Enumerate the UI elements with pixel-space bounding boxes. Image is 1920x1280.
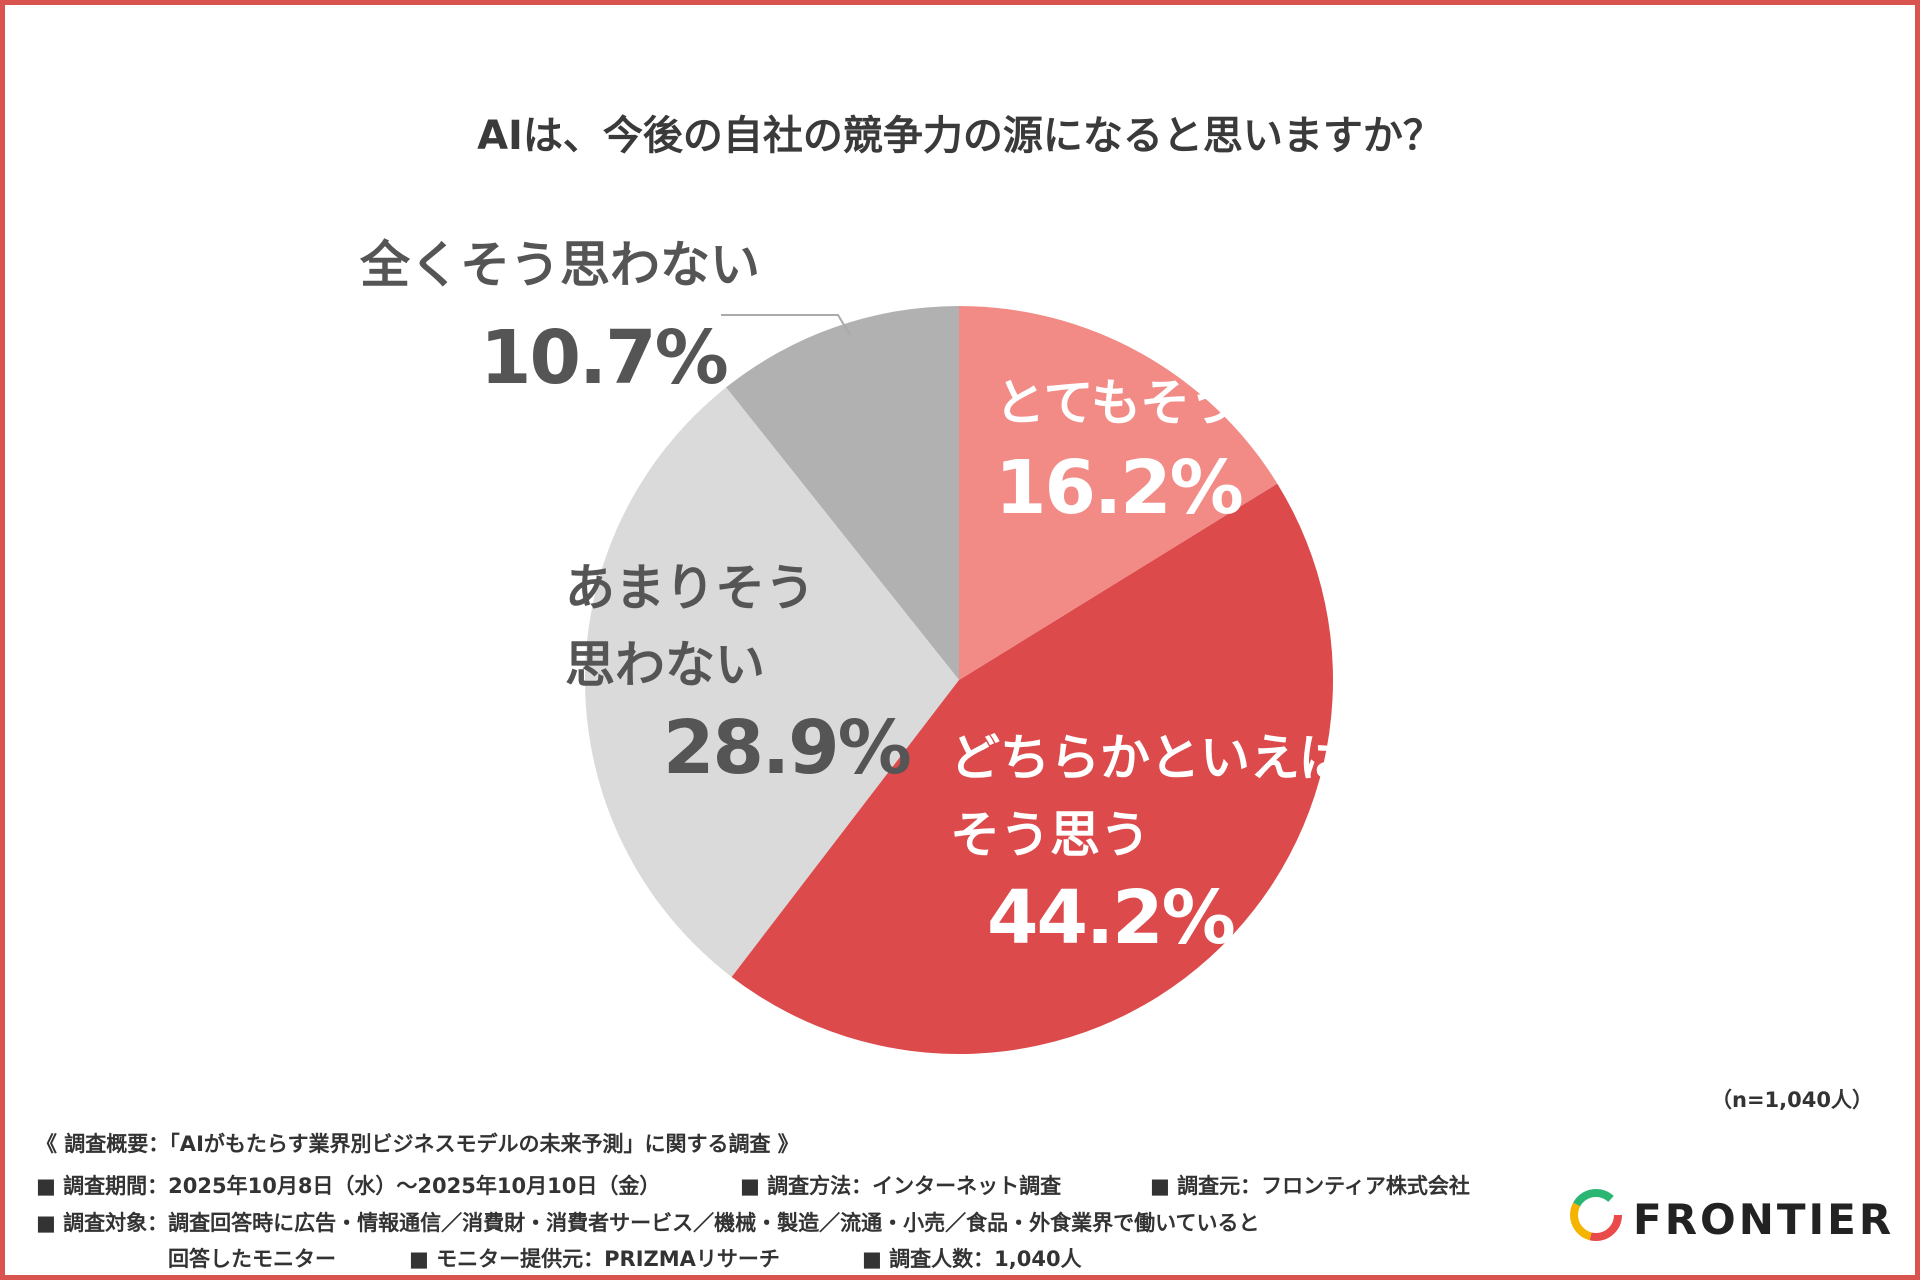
survey-item: ■ 調査期間：2025年10月8日（水）〜2025年10月10日（金） [36,1174,661,1198]
pie-slice [731,483,1334,1055]
slice-label: どちらかといえば そう思う [950,729,1350,864]
slice-value: 16.2% [995,445,1244,531]
slice-label: とてもそう思う [995,374,1340,432]
survey-item: ■ 調査人数：1,040人 [862,1247,1082,1271]
pie-slice [959,306,1278,680]
chart-title: AIは、今後の自社の競争力の源になると思いますか？ [477,113,1443,159]
survey-item: ■ モニター提供元：PRIZMAリサーチ [409,1247,780,1271]
slice-value: 10.7% [480,315,729,401]
logo-icon [1570,1189,1622,1241]
survey-item: 回答したモニター [168,1247,336,1271]
pie-slice [585,387,959,977]
survey-heading: 《 調査概要：「AIがもたらす業界別ビジネスモデルの未来予測」に関する調査 》 [36,1132,799,1156]
survey-item: ■ 調査方法：インターネット調査 [740,1174,1062,1198]
pie-chart [585,306,1622,1241]
pie-slice [726,306,959,680]
survey-item: ■ 調査対象：調査回答時に広告・情報通信／消費財・消費者サービス／機械・製造／流… [36,1211,1260,1235]
sample-note: （n=1,040人） [1711,1088,1873,1112]
slice-value: 44.2% [987,875,1236,961]
slice-label: あまりそう 思わない [565,559,815,694]
survey-item: ■ 調査元：フロンティア株式会社 [1150,1174,1470,1198]
slice-value: 28.9% [663,705,912,791]
logo-icon [1570,1189,1622,1241]
leader-line [721,314,851,336]
logo: FRONTIER [1633,1195,1895,1244]
slice-label: 全くそう思わない [360,236,760,294]
logo-icon [1570,1189,1622,1241]
